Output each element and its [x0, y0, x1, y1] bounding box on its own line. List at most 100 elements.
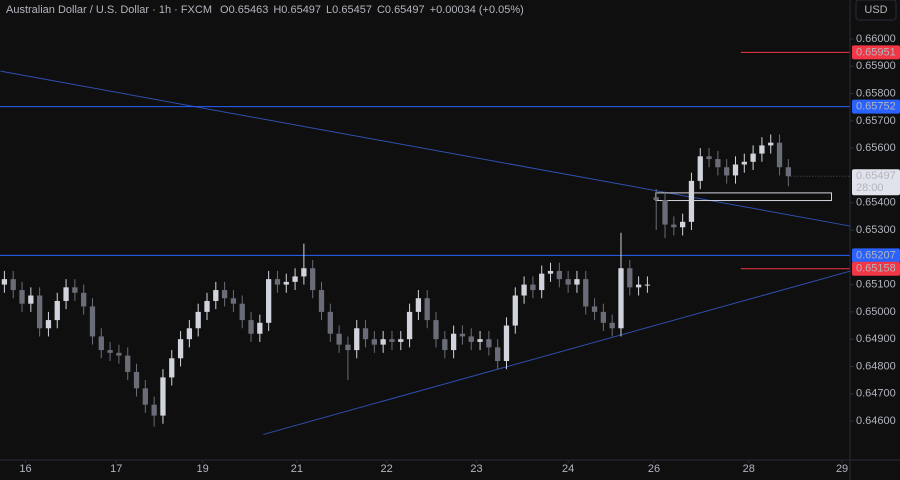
candle-body — [574, 279, 580, 285]
candle-body — [89, 306, 96, 337]
candle-body — [415, 298, 422, 312]
candle-body — [565, 279, 571, 285]
price-tag — [852, 261, 900, 276]
candle-body — [776, 142, 783, 168]
ohlc-label: L — [326, 4, 332, 16]
candle-body — [1, 279, 8, 285]
candle-body — [609, 322, 615, 329]
candle-body — [177, 339, 184, 359]
candle-body — [539, 273, 545, 291]
candle-body — [768, 142, 774, 146]
plot-area — [0, 51, 852, 435]
candle-body — [248, 320, 254, 334]
candle-body — [512, 295, 518, 326]
candle-body — [239, 303, 245, 321]
ohlc-value: 0.65497 — [385, 4, 425, 16]
candle-body — [406, 311, 413, 340]
candle-body — [715, 159, 721, 168]
y-tick-label: 0.65100 — [856, 279, 896, 291]
candle-body — [389, 339, 395, 342]
candle-body — [274, 279, 281, 285]
currency[interactable]: USD — [864, 4, 887, 16]
candle-body — [45, 320, 52, 329]
candle-body — [266, 279, 272, 323]
candle-body — [142, 388, 148, 405]
price-tag — [852, 248, 900, 263]
y-tick-label: 0.64900 — [856, 333, 896, 345]
candle-body — [662, 199, 668, 225]
change: +0.00034 (+0.05%) — [430, 4, 524, 16]
candle-body — [107, 350, 113, 353]
candle-body — [28, 295, 34, 304]
ohlc-value: 0.65463 — [229, 4, 269, 16]
zone-box — [655, 192, 833, 202]
x-tick-label: 28 — [743, 463, 755, 475]
y-tick-label: 0.65700 — [856, 115, 896, 127]
y-tick-label: 0.66000 — [856, 33, 896, 45]
candle-body — [706, 156, 712, 160]
candle-body — [371, 339, 377, 345]
symbol: Australian Dollar / U.S. Dollar · 1h · F… — [6, 4, 212, 16]
candle-body — [301, 268, 307, 277]
candle-body — [688, 180, 695, 222]
candle-body — [635, 284, 642, 288]
candle-body — [213, 290, 219, 301]
candle-body — [133, 371, 140, 389]
y-tick-label: 0.65600 — [856, 142, 896, 154]
candle-body — [204, 300, 210, 312]
x-tick-label: 16 — [19, 463, 31, 475]
candle-body — [785, 167, 791, 177]
price-tag-label: 0.65752 — [856, 101, 896, 113]
candle-body — [442, 339, 448, 351]
candle-body — [732, 164, 739, 176]
candle-body — [19, 290, 25, 304]
price-tag-label: 0.65207 — [856, 249, 896, 261]
candle-body — [644, 284, 651, 286]
trendline — [0, 70, 851, 227]
candle-body — [627, 268, 633, 288]
candle-body — [530, 284, 536, 291]
price-tag — [852, 99, 900, 114]
y-tick-label: 0.65900 — [856, 60, 896, 72]
candle-body — [583, 279, 589, 307]
y-tick-label: 0.65400 — [856, 197, 896, 209]
candle-body — [345, 344, 351, 351]
ohlc-value: 0.65497 — [281, 4, 321, 16]
candle-body — [292, 276, 298, 282]
candle-body — [63, 287, 69, 301]
candle-body — [125, 355, 131, 372]
candle-body — [750, 153, 756, 162]
candle-body — [424, 298, 430, 321]
candle-body — [600, 311, 607, 323]
trendline — [263, 270, 852, 435]
candle-body — [327, 311, 333, 334]
candle-body — [283, 281, 289, 285]
candle-body — [653, 197, 659, 200]
candle-body — [556, 270, 562, 280]
candle-body — [310, 268, 316, 291]
candle-body — [671, 224, 677, 228]
candle-body — [221, 290, 228, 299]
candle-body — [398, 339, 404, 342]
candle-body — [591, 306, 598, 312]
candle-body — [521, 284, 527, 296]
candle-body — [186, 328, 193, 340]
candle-body — [680, 221, 686, 228]
candle-body — [10, 279, 16, 291]
price-tag-label: 0.65158 — [856, 263, 896, 275]
y-tick-label: 0.64800 — [856, 360, 896, 372]
price-tag-label: 0.65951 — [856, 46, 896, 58]
header: Australian Dollar / U.S. Dollar · 1h · F… — [6, 4, 212, 16]
currency-button[interactable] — [855, 0, 897, 21]
candle-body — [697, 156, 703, 181]
ohlc-value: 0.65457 — [332, 4, 372, 16]
candle-body — [759, 145, 765, 154]
y-tick-label: 0.65800 — [856, 87, 896, 99]
candle-body — [486, 339, 492, 348]
x-tick-label: 24 — [562, 463, 574, 475]
candle-body — [336, 333, 342, 345]
candle-body — [618, 268, 624, 329]
candle-body — [72, 287, 78, 293]
candle-body — [318, 290, 325, 312]
